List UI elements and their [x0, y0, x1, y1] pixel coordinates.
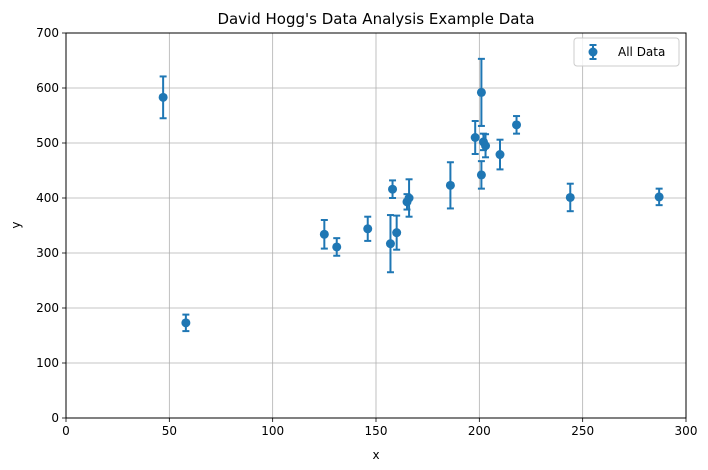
y-axis-label: y: [9, 221, 23, 228]
chart-title: David Hogg's Data Analysis Example Data: [217, 10, 534, 28]
x-axis-label: x: [372, 448, 379, 462]
data-point: [404, 178, 414, 218]
x-tick-label: 0: [62, 424, 70, 438]
y-tick-label: 700: [36, 26, 59, 40]
point-marker: [481, 141, 491, 151]
data-point: [319, 219, 329, 250]
point-marker: [565, 192, 575, 202]
point-marker: [495, 150, 505, 160]
data-point: [363, 215, 373, 242]
data-point: [654, 187, 664, 207]
point-marker: [445, 180, 455, 190]
point-marker: [404, 193, 414, 203]
point-marker: [512, 120, 522, 130]
x-tick-label: 300: [675, 424, 698, 438]
point-marker: [332, 242, 342, 252]
point-marker: [392, 228, 402, 238]
x-tick-label: 100: [261, 424, 284, 438]
data-point: [470, 120, 480, 155]
legend: All Data: [573, 37, 680, 67]
point-marker: [158, 92, 168, 102]
point-marker: [319, 229, 329, 239]
data-point: [476, 160, 486, 190]
point-marker: [654, 192, 664, 202]
point-marker: [476, 87, 486, 97]
data-point: [388, 179, 398, 199]
point-marker: [470, 133, 480, 142]
y-tick-label: 100: [36, 356, 59, 370]
x-tick-label: 250: [571, 424, 594, 438]
point-marker: [385, 239, 395, 249]
data-point: [332, 237, 342, 257]
data-point: [385, 214, 395, 274]
y-tick-label: 600: [36, 81, 59, 95]
y-tick-label: 0: [51, 411, 59, 425]
legend-box: [573, 37, 680, 67]
y-tick-label: 500: [36, 136, 59, 150]
data-point: [181, 313, 191, 333]
data-point: [512, 115, 522, 135]
legend-marker: [588, 44, 598, 60]
axis-ticks: 0 50 100 150 200 250 300 0 100 200 300 400 500 600 700: [36, 26, 697, 438]
data-point: [495, 138, 505, 171]
x-tick-label: 150: [365, 424, 388, 438]
y-tick-label: 200: [36, 301, 59, 315]
data-point: [158, 75, 168, 120]
point-marker: [363, 224, 373, 234]
data-point: [481, 133, 491, 159]
data-point: [392, 214, 402, 251]
data-point: [476, 57, 486, 127]
grid: [65, 32, 687, 419]
point-marker: [181, 318, 191, 328]
legend-point-marker: [588, 47, 598, 57]
x-tick-label: 200: [468, 424, 491, 438]
point-marker: [388, 184, 398, 194]
data-point: [445, 161, 455, 210]
y-tick-label: 300: [36, 246, 59, 260]
y-tick-label: 400: [36, 191, 59, 205]
legend-label: All Data: [618, 45, 665, 59]
point-marker: [476, 170, 486, 180]
x-tick-label: 50: [162, 424, 177, 438]
data-point: [565, 182, 575, 213]
plot-points: [158, 57, 664, 333]
